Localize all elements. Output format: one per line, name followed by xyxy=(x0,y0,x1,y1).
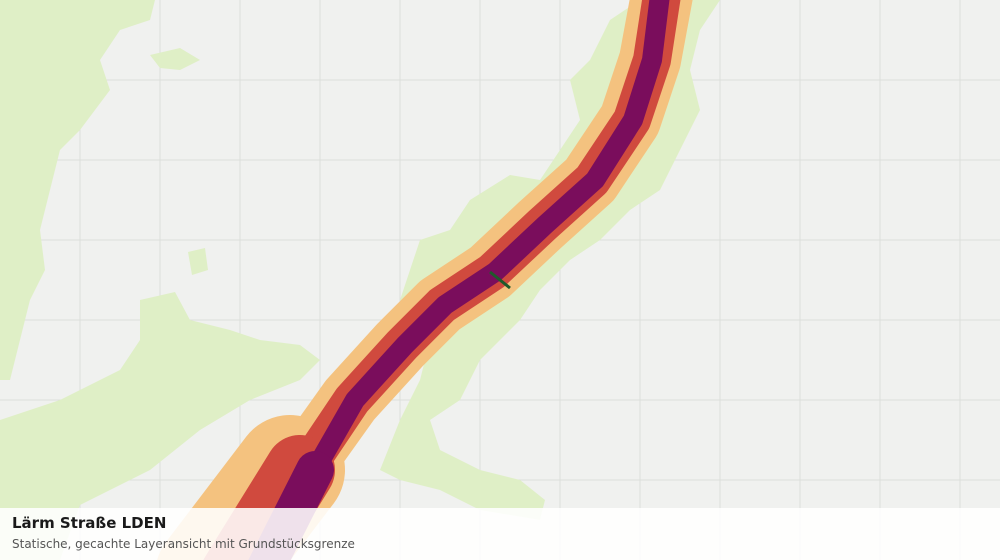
layer-title: Lärm Straße LDEN xyxy=(12,514,167,532)
caption: Lärm Straße LDEN Statische, gecachte Lay… xyxy=(0,508,1000,560)
layer-subtitle: Statische, gecachte Layeransicht mit Gru… xyxy=(12,537,355,551)
noise-band-high xyxy=(258,0,670,560)
parcel-marker xyxy=(489,270,511,290)
